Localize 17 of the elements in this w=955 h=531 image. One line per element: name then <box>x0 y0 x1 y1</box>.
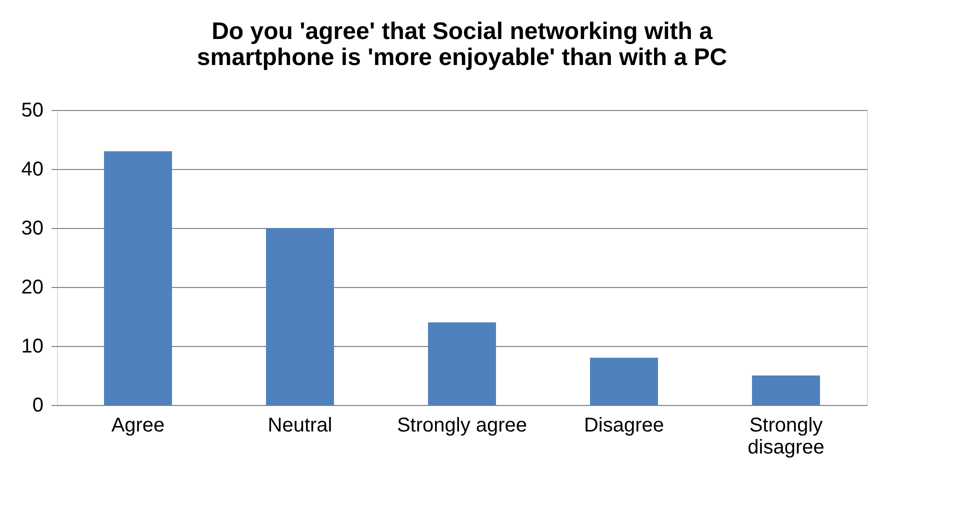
x-tick-label: Strongly agree <box>396 414 528 436</box>
bar <box>428 322 496 405</box>
chart-title: Do you 'agree' that Social networking with a smartphone is 'more enjoyable' than with a PC <box>196 18 728 71</box>
bar <box>590 358 658 405</box>
y-tick-label: 40 <box>21 158 44 180</box>
y-tick-label: 10 <box>21 336 44 358</box>
y-tick-label: 30 <box>21 218 44 240</box>
x-tick-label: Neutral <box>268 414 332 436</box>
y-tick-label: 0 <box>32 394 44 416</box>
x-tick-label: Agree <box>111 414 165 436</box>
y-tick-label: 20 <box>21 276 44 298</box>
x-tick-label: Disagree <box>584 414 664 436</box>
x-tick-label: Strongly disagree <box>748 414 824 458</box>
bar <box>752 376 820 405</box>
y-tick-label: 50 <box>21 100 44 122</box>
bar <box>266 228 334 405</box>
bar <box>104 151 172 405</box>
